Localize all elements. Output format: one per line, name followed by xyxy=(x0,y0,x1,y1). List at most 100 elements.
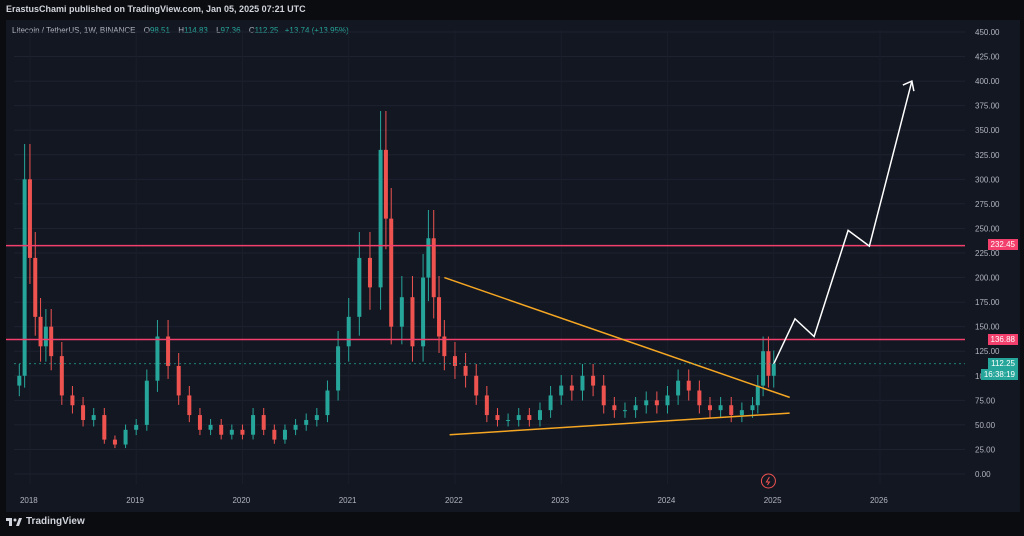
x-tick-label: 2023 xyxy=(551,496,569,505)
candle-body xyxy=(304,419,309,425)
candle-body xyxy=(38,316,43,347)
candle-body xyxy=(229,429,234,435)
candle-body xyxy=(144,380,149,425)
close-label: C xyxy=(248,26,255,35)
candle-body xyxy=(293,424,298,430)
candle-body xyxy=(421,277,426,347)
y-tick-label: 275.00 xyxy=(975,200,1000,209)
candle-body xyxy=(463,365,468,376)
candle-body xyxy=(516,415,521,420)
candle-body xyxy=(367,257,372,288)
candle-body xyxy=(442,336,447,357)
brand-footer[interactable]: TradingView xyxy=(6,516,85,527)
candle-body xyxy=(431,238,436,298)
candle-body xyxy=(81,405,86,420)
change-value: +13.74 (+13.95%) xyxy=(284,26,349,35)
countdown-tag: 16:38:19 xyxy=(980,369,1018,380)
candle-body xyxy=(729,405,734,416)
candle-body xyxy=(601,385,606,406)
publish-info: ErastusChami published on TradingView.co… xyxy=(6,4,306,14)
candle-body xyxy=(755,385,760,406)
candle-body xyxy=(383,149,388,219)
candle-body xyxy=(112,439,117,445)
candle-body xyxy=(437,297,442,337)
candle-body xyxy=(378,149,383,288)
candle-body xyxy=(633,405,638,411)
y-tick-label: 0.00 xyxy=(975,470,991,479)
candle-body xyxy=(102,415,107,440)
low-label: L xyxy=(216,26,221,35)
open-label: O xyxy=(143,26,150,35)
candle-body xyxy=(27,179,32,258)
candle-body xyxy=(622,410,627,412)
y-tick-label: 225.00 xyxy=(975,249,1000,258)
candle-body xyxy=(33,257,38,317)
y-tick-label: 450.00 xyxy=(975,28,1000,37)
candle-body xyxy=(537,410,542,420)
y-tick-label: 300.00 xyxy=(975,175,1000,184)
candle-body xyxy=(697,390,702,406)
candle-body xyxy=(389,218,394,327)
resistance-high-tag: 232.45 xyxy=(987,239,1018,250)
symbol-legend: Litecoin / TetherUS, 1W, BINANCE O98.51 … xyxy=(12,26,349,35)
candle-body xyxy=(410,297,415,347)
symbol-name: Litecoin / TetherUS, 1W, BINANCE xyxy=(12,26,136,35)
candle-body xyxy=(176,365,181,396)
candle-body xyxy=(49,326,54,357)
x-tick-label: 2022 xyxy=(445,496,463,505)
candle-body xyxy=(569,385,574,391)
candle-body xyxy=(59,356,64,396)
projection-path xyxy=(773,80,913,365)
candle-body xyxy=(208,424,213,430)
x-tick-label: 2021 xyxy=(339,496,357,505)
close-value: 112.25 xyxy=(254,26,279,35)
x-tick-label: 2020 xyxy=(232,496,250,505)
candle-body xyxy=(527,415,532,420)
y-tick-label: 350.00 xyxy=(975,126,1000,135)
candle-body xyxy=(399,297,404,327)
candle-body xyxy=(591,375,596,386)
y-tick-label: 25.00 xyxy=(975,445,996,454)
y-tick-label: 125.00 xyxy=(975,347,1000,356)
last-price-tag: 112.25 xyxy=(988,358,1018,369)
candle-body xyxy=(718,405,723,411)
candle-body xyxy=(219,424,224,435)
y-tick-label: 400.00 xyxy=(975,77,1000,86)
y-tick-label: 375.00 xyxy=(975,102,1000,111)
candle-body xyxy=(707,405,712,411)
candle-body xyxy=(197,415,202,430)
candle-body xyxy=(272,429,277,440)
candle-body xyxy=(43,326,48,347)
low-value: 97.36 xyxy=(220,26,241,35)
candle-body xyxy=(70,395,75,406)
open-value: 98.51 xyxy=(149,26,170,35)
candle-body xyxy=(644,400,649,406)
candle-body xyxy=(580,375,585,391)
x-tick-label: 2024 xyxy=(657,496,675,505)
resistance-low-tag: 136.88 xyxy=(987,334,1018,345)
candle-body xyxy=(240,429,245,435)
candle-body xyxy=(314,415,319,420)
candle-body xyxy=(325,390,330,416)
candle-body xyxy=(559,385,564,396)
y-tick-label: 50.00 xyxy=(975,421,996,430)
candle-body xyxy=(495,415,500,420)
y-tick-label: 75.00 xyxy=(975,396,996,405)
candle-body xyxy=(166,336,171,366)
lightning-icon xyxy=(760,473,776,489)
y-tick-label: 150.00 xyxy=(975,323,1000,332)
candle-body xyxy=(282,429,287,440)
candle-body xyxy=(123,429,128,445)
trendline xyxy=(444,276,790,399)
candle-body xyxy=(452,356,457,366)
tradingview-logo-icon xyxy=(6,517,22,526)
candle-body xyxy=(654,400,659,406)
candle-body xyxy=(251,415,256,435)
x-tick-label: 2018 xyxy=(20,496,38,505)
candle-body xyxy=(474,375,479,396)
candle-body xyxy=(771,363,776,376)
candle-body xyxy=(22,179,27,376)
trendline xyxy=(449,412,790,436)
candle-body xyxy=(155,336,160,381)
